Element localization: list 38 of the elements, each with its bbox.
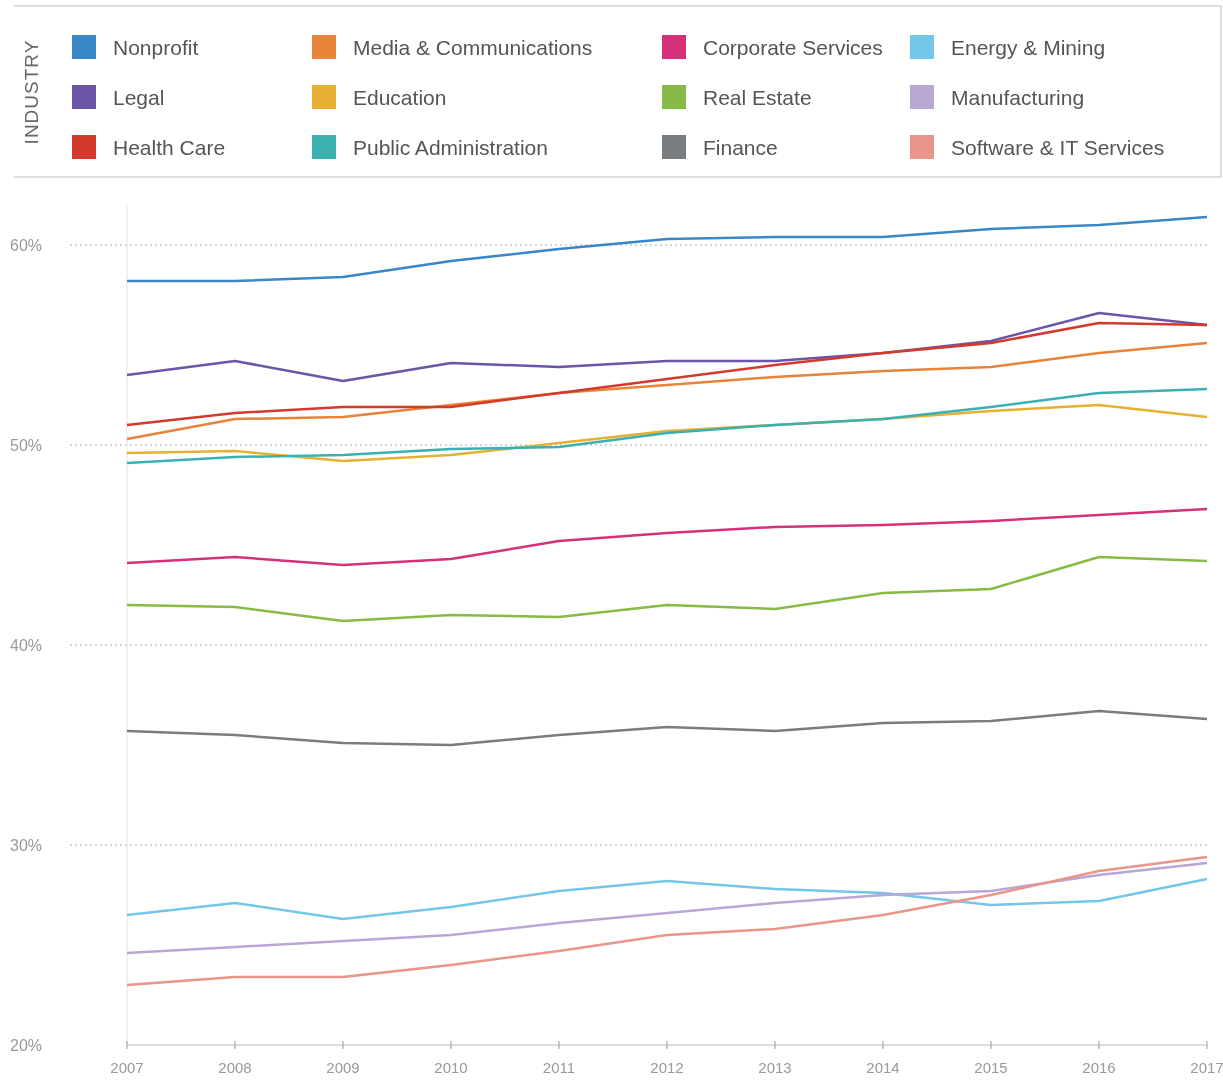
x-tick-label: 2010 xyxy=(434,1059,468,1076)
x-tick-label: 2016 xyxy=(1082,1059,1116,1076)
line-series xyxy=(125,321,1209,427)
y-tick-label: 40% xyxy=(10,637,43,654)
legend-label: Energy & Mining xyxy=(951,36,1106,59)
legend-title: INDUSTRY xyxy=(21,39,42,145)
legend-label: Public Administration xyxy=(353,136,548,159)
line-series xyxy=(125,709,1209,747)
legend-label: Media & Communications xyxy=(353,36,593,59)
line-series xyxy=(125,877,1209,921)
legend-label: Software & IT Services xyxy=(951,136,1165,159)
line-series xyxy=(125,861,1209,955)
x-tick-label: 2014 xyxy=(866,1059,900,1076)
line-series xyxy=(125,387,1209,465)
legend-label: Health Care xyxy=(113,136,226,159)
y-tick-label: 60% xyxy=(10,237,43,254)
legend-label: Education xyxy=(353,86,447,109)
x-tick-label: 2012 xyxy=(650,1059,684,1076)
line-series xyxy=(125,215,1209,283)
legend-label: Manufacturing xyxy=(951,86,1085,109)
line-series xyxy=(125,507,1209,567)
legend-label: Nonprofit xyxy=(113,36,199,59)
x-tick-label: 2007 xyxy=(110,1059,144,1076)
y-tick-label: 30% xyxy=(10,837,43,854)
x-tick-label: 2009 xyxy=(326,1059,360,1076)
x-tick-label: 2011 xyxy=(542,1059,576,1076)
x-tick-label: 2017 xyxy=(1190,1059,1223,1076)
y-tick-label: 50% xyxy=(10,437,43,454)
legend-label: Corporate Services xyxy=(703,36,883,59)
line-series xyxy=(125,855,1209,987)
legend-label: Real Estate xyxy=(703,86,812,109)
y-tick-label: 20% xyxy=(10,1037,43,1054)
legend-label: Finance xyxy=(703,136,778,159)
x-tick-label: 2008 xyxy=(218,1059,252,1076)
line-series xyxy=(125,555,1209,623)
legend-label: Legal xyxy=(113,86,165,109)
x-tick-label: 2015 xyxy=(974,1059,1008,1076)
x-tick-label: 2013 xyxy=(758,1059,792,1076)
